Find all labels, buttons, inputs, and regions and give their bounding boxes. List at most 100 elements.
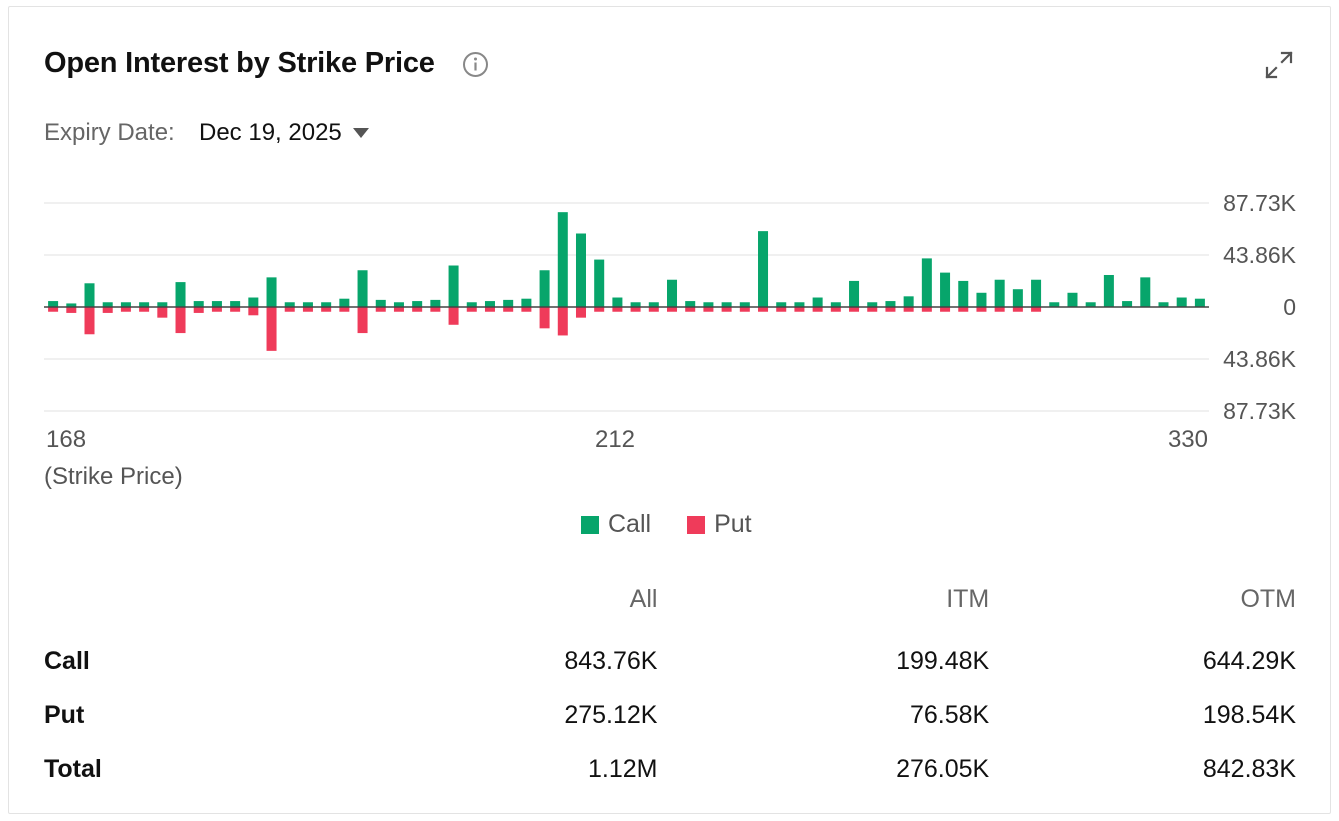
call-bar[interactable] bbox=[375, 299, 386, 307]
call-bar[interactable] bbox=[66, 303, 77, 307]
call-bar[interactable] bbox=[175, 282, 186, 307]
call-bar[interactable] bbox=[976, 292, 987, 307]
call-bar[interactable] bbox=[1085, 302, 1096, 307]
call-bar[interactable] bbox=[357, 270, 368, 307]
put-bar[interactable] bbox=[175, 307, 186, 334]
call-bar[interactable] bbox=[539, 270, 550, 307]
call-bar[interactable] bbox=[685, 301, 696, 307]
call-bar[interactable] bbox=[575, 233, 586, 307]
call-bar[interactable] bbox=[557, 212, 568, 307]
expand-icon[interactable] bbox=[1263, 49, 1295, 81]
call-bar[interactable] bbox=[393, 302, 404, 307]
call-bar[interactable] bbox=[120, 302, 131, 307]
put-bar[interactable] bbox=[940, 307, 951, 312]
call-bar[interactable] bbox=[1103, 274, 1114, 307]
call-bar[interactable] bbox=[466, 302, 477, 307]
call-bar[interactable] bbox=[958, 280, 969, 307]
put-bar[interactable] bbox=[193, 307, 204, 313]
put-bar[interactable] bbox=[794, 307, 805, 312]
call-bar[interactable] bbox=[1158, 302, 1169, 307]
put-bar[interactable] bbox=[503, 307, 514, 312]
call-bar[interactable] bbox=[139, 302, 150, 307]
call-bar[interactable] bbox=[758, 231, 769, 307]
call-bar[interactable] bbox=[903, 296, 914, 307]
put-bar[interactable] bbox=[284, 307, 295, 312]
put-bar[interactable] bbox=[903, 307, 914, 312]
put-bar[interactable] bbox=[539, 307, 550, 329]
call-bar[interactable] bbox=[994, 279, 1005, 307]
call-bar[interactable] bbox=[48, 301, 59, 307]
legend-item-call[interactable]: Call bbox=[581, 510, 651, 539]
put-bar[interactable] bbox=[630, 307, 641, 312]
expiry-date-dropdown[interactable]: Dec 19, 2025 bbox=[199, 119, 370, 147]
put-bar[interactable] bbox=[521, 307, 532, 312]
call-bar[interactable] bbox=[84, 283, 95, 307]
call-bar[interactable] bbox=[612, 297, 623, 307]
call-bar[interactable] bbox=[1031, 279, 1042, 307]
put-bar[interactable] bbox=[157, 307, 168, 318]
call-bar[interactable] bbox=[812, 297, 823, 307]
put-bar[interactable] bbox=[958, 307, 969, 312]
put-bar[interactable] bbox=[448, 307, 459, 325]
put-bar[interactable] bbox=[120, 307, 131, 312]
put-bar[interactable] bbox=[612, 307, 623, 312]
put-bar[interactable] bbox=[230, 307, 241, 312]
call-bar[interactable] bbox=[1067, 292, 1078, 307]
put-bar[interactable] bbox=[849, 307, 860, 312]
put-bar[interactable] bbox=[430, 307, 441, 312]
call-bar[interactable] bbox=[448, 265, 459, 307]
call-bar[interactable] bbox=[230, 301, 241, 307]
call-bar[interactable] bbox=[102, 302, 113, 307]
call-bar[interactable] bbox=[412, 301, 423, 307]
put-bar[interactable] bbox=[721, 307, 732, 312]
call-bar[interactable] bbox=[594, 259, 605, 307]
call-bar[interactable] bbox=[521, 298, 532, 307]
put-bar[interactable] bbox=[976, 307, 987, 312]
put-bar[interactable] bbox=[812, 307, 823, 312]
put-bar[interactable] bbox=[594, 307, 605, 312]
call-bar[interactable] bbox=[1012, 289, 1023, 307]
info-icon[interactable] bbox=[462, 51, 489, 78]
put-bar[interactable] bbox=[1031, 307, 1042, 312]
put-bar[interactable] bbox=[1012, 307, 1023, 312]
put-bar[interactable] bbox=[302, 307, 313, 312]
call-bar[interactable] bbox=[667, 279, 678, 307]
legend-item-put[interactable]: Put bbox=[687, 510, 752, 539]
call-bar[interactable] bbox=[321, 302, 332, 307]
call-bar[interactable] bbox=[739, 302, 750, 307]
call-bar[interactable] bbox=[193, 301, 204, 307]
put-bar[interactable] bbox=[885, 307, 896, 312]
call-bar[interactable] bbox=[885, 301, 896, 307]
call-bar[interactable] bbox=[849, 280, 860, 307]
put-bar[interactable] bbox=[393, 307, 404, 312]
call-bar[interactable] bbox=[248, 297, 259, 307]
put-bar[interactable] bbox=[412, 307, 423, 312]
put-bar[interactable] bbox=[667, 307, 678, 312]
call-bar[interactable] bbox=[703, 302, 714, 307]
call-bar[interactable] bbox=[157, 302, 168, 307]
put-bar[interactable] bbox=[921, 307, 932, 312]
call-bar[interactable] bbox=[1194, 298, 1205, 307]
put-bar[interactable] bbox=[830, 307, 841, 312]
call-bar[interactable] bbox=[794, 302, 805, 307]
put-bar[interactable] bbox=[357, 307, 368, 334]
put-bar[interactable] bbox=[703, 307, 714, 312]
call-bar[interactable] bbox=[484, 301, 495, 307]
call-bar[interactable] bbox=[921, 258, 932, 307]
call-bar[interactable] bbox=[630, 302, 641, 307]
call-bar[interactable] bbox=[503, 299, 514, 307]
put-bar[interactable] bbox=[84, 307, 95, 335]
call-bar[interactable] bbox=[867, 302, 878, 307]
put-bar[interactable] bbox=[139, 307, 150, 312]
call-bar[interactable] bbox=[266, 277, 277, 307]
put-bar[interactable] bbox=[575, 307, 586, 318]
call-bar[interactable] bbox=[284, 302, 295, 307]
call-bar[interactable] bbox=[830, 302, 841, 307]
put-bar[interactable] bbox=[758, 307, 769, 312]
put-bar[interactable] bbox=[685, 307, 696, 312]
put-bar[interactable] bbox=[739, 307, 750, 312]
put-bar[interactable] bbox=[102, 307, 113, 313]
put-bar[interactable] bbox=[66, 307, 77, 313]
put-bar[interactable] bbox=[48, 307, 59, 312]
put-bar[interactable] bbox=[776, 307, 787, 312]
